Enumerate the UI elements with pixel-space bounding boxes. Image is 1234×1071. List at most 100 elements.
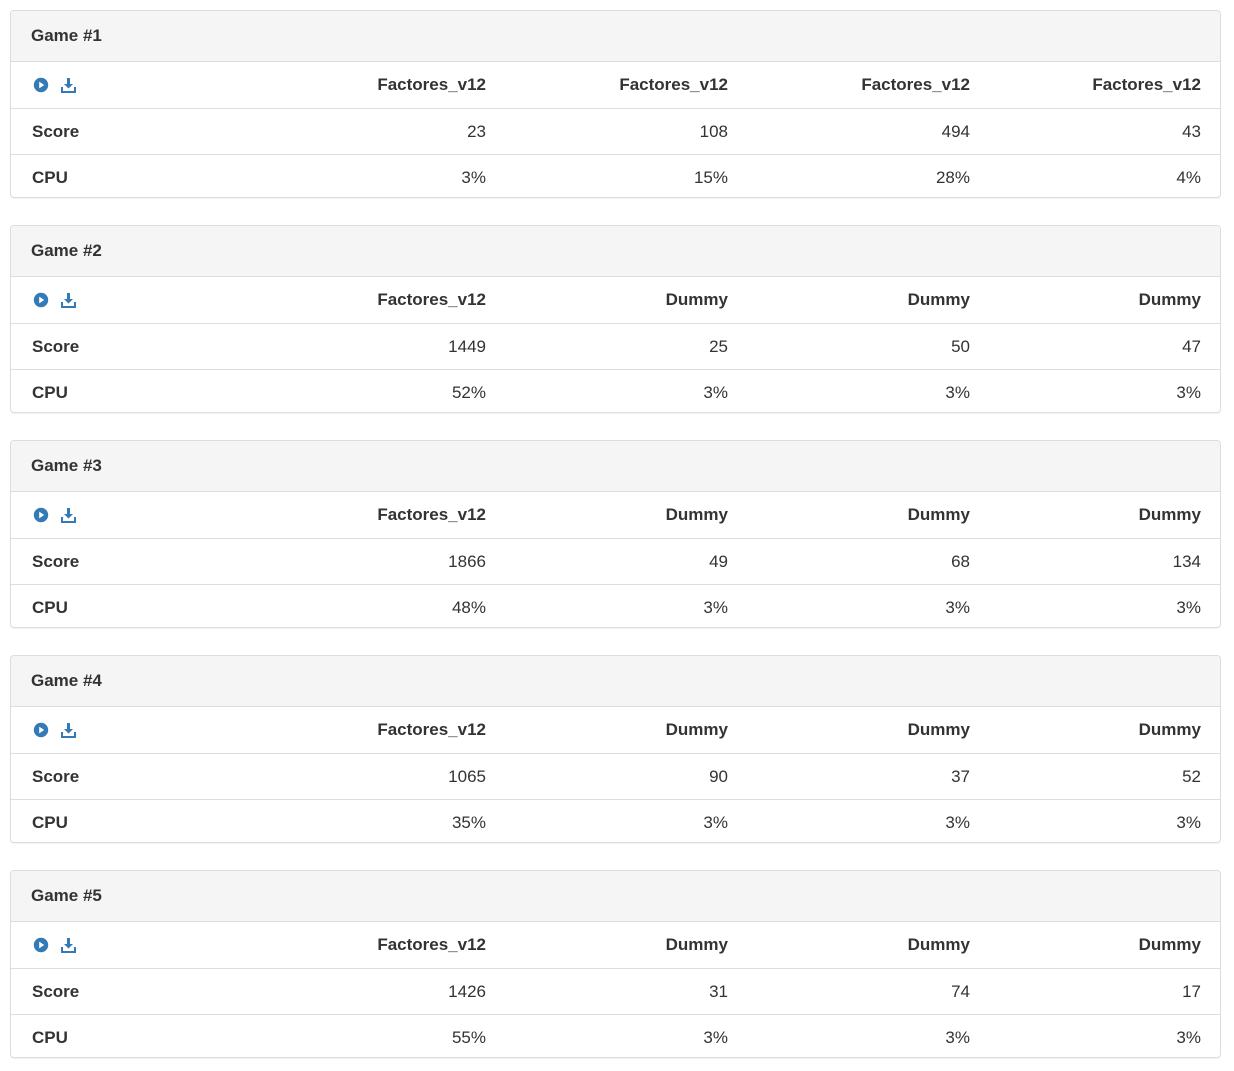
- download-icon[interactable]: [59, 291, 77, 309]
- score-label: Score: [32, 551, 80, 571]
- player-name: Dummy: [907, 935, 970, 954]
- score-row: Score 1065 90 37 52: [11, 753, 1220, 799]
- score-label: Score: [32, 121, 80, 141]
- player-name: Dummy: [1138, 720, 1201, 739]
- players-row: Factores_v12 Factores_v12 Factores_v12 F…: [11, 62, 1220, 108]
- score-value: 1426: [448, 981, 486, 1001]
- cpu-value: 3%: [1176, 812, 1201, 832]
- cpu-value: 3%: [703, 382, 728, 402]
- score-value: 49: [709, 551, 728, 571]
- cpu-label: CPU: [32, 1027, 68, 1047]
- player-name: Factores_v12: [861, 75, 970, 94]
- game-panel: Game #1 Factores_v12 Factores_v12: [10, 10, 1221, 198]
- play-circle-icon[interactable]: [32, 291, 50, 309]
- player-name: Dummy: [907, 720, 970, 739]
- cpu-value: 35%: [451, 812, 486, 832]
- cpu-value: 3%: [1176, 1027, 1201, 1047]
- cpu-value: 48%: [451, 597, 486, 617]
- play-circle-icon[interactable]: [32, 936, 50, 954]
- player-name: Factores_v12: [377, 290, 486, 309]
- score-value: 52: [1182, 766, 1201, 786]
- game-actions: [11, 506, 244, 524]
- game-actions: [11, 936, 244, 954]
- game-panel: Game #3 Factores_v12 Dummy Dumm: [10, 440, 1221, 628]
- score-value: 50: [951, 336, 970, 356]
- score-label: Score: [32, 981, 80, 1001]
- player-name: Dummy: [1138, 290, 1201, 309]
- game-title: Game #1: [11, 11, 1220, 62]
- download-icon[interactable]: [59, 76, 77, 94]
- download-icon[interactable]: [59, 721, 77, 739]
- score-value: 43: [1182, 121, 1201, 141]
- cpu-row: CPU 52% 3% 3% 3%: [11, 369, 1220, 412]
- cpu-label: CPU: [32, 812, 68, 832]
- player-name: Dummy: [1138, 935, 1201, 954]
- score-value: 47: [1182, 336, 1201, 356]
- download-icon[interactable]: [59, 936, 77, 954]
- player-name: Factores_v12: [619, 75, 728, 94]
- score-row: Score 1866 49 68 134: [11, 538, 1220, 584]
- cpu-value: 3%: [945, 812, 970, 832]
- player-name: Dummy: [1138, 505, 1201, 524]
- score-value: 1065: [448, 766, 486, 786]
- cpu-row: CPU 35% 3% 3% 3%: [11, 799, 1220, 842]
- cpu-label: CPU: [32, 382, 68, 402]
- player-name: Dummy: [665, 505, 728, 524]
- players-row: Factores_v12 Dummy Dummy Dummy: [11, 922, 1220, 968]
- cpu-label: CPU: [32, 167, 68, 187]
- score-value: 17: [1182, 981, 1201, 1001]
- cpu-value: 15%: [693, 167, 728, 187]
- score-row: Score 1426 31 74 17: [11, 968, 1220, 1014]
- score-value: 108: [699, 121, 728, 141]
- play-circle-icon[interactable]: [32, 506, 50, 524]
- play-circle-icon[interactable]: [32, 76, 50, 94]
- player-name: Factores_v12: [377, 935, 486, 954]
- score-value: 74: [951, 981, 970, 1001]
- game-actions: [11, 291, 244, 309]
- player-name: Factores_v12: [1092, 75, 1201, 94]
- player-name: Dummy: [665, 720, 728, 739]
- game-panel: Game #4 Factores_v12 Dummy Dumm: [10, 655, 1221, 843]
- cpu-label: CPU: [32, 597, 68, 617]
- score-value: 90: [709, 766, 728, 786]
- score-row: Score 23 108 494 43: [11, 108, 1220, 154]
- player-name: Factores_v12: [377, 720, 486, 739]
- score-label: Score: [32, 766, 80, 786]
- cpu-value: 55%: [451, 1027, 486, 1047]
- players-row: Factores_v12 Dummy Dummy Dummy: [11, 707, 1220, 753]
- score-value: 1866: [448, 551, 486, 571]
- cpu-value: 3%: [461, 167, 486, 187]
- score-value: 1449: [448, 336, 486, 356]
- game-title: Game #3: [11, 441, 1220, 492]
- cpu-value: 3%: [945, 1027, 970, 1047]
- game-title: Game #2: [11, 226, 1220, 277]
- player-name: Dummy: [665, 290, 728, 309]
- score-value: 134: [1172, 551, 1201, 571]
- cpu-value: 28%: [935, 167, 970, 187]
- cpu-value: 3%: [1176, 382, 1201, 402]
- cpu-value: 52%: [451, 382, 486, 402]
- cpu-row: CPU 3% 15% 28% 4%: [11, 154, 1220, 197]
- player-name: Factores_v12: [377, 75, 486, 94]
- download-icon[interactable]: [59, 506, 77, 524]
- score-value: 68: [951, 551, 970, 571]
- play-circle-icon[interactable]: [32, 721, 50, 739]
- cpu-row: CPU 55% 3% 3% 3%: [11, 1014, 1220, 1057]
- cpu-value: 3%: [945, 597, 970, 617]
- player-name: Dummy: [665, 935, 728, 954]
- score-value: 25: [709, 336, 728, 356]
- cpu-value: 3%: [703, 597, 728, 617]
- player-name: Dummy: [907, 290, 970, 309]
- player-name: Dummy: [907, 505, 970, 524]
- cpu-value: 3%: [1176, 597, 1201, 617]
- game-title: Game #5: [11, 871, 1220, 922]
- cpu-value: 4%: [1176, 167, 1201, 187]
- score-label: Score: [32, 336, 80, 356]
- game-actions: [11, 76, 244, 94]
- game-panel: Game #2 Factores_v12 Dummy Dumm: [10, 225, 1221, 413]
- score-row: Score 1449 25 50 47: [11, 323, 1220, 369]
- score-value: 23: [467, 121, 486, 141]
- cpu-value: 3%: [945, 382, 970, 402]
- game-panel: Game #5 Factores_v12 Dummy Dumm: [10, 870, 1221, 1058]
